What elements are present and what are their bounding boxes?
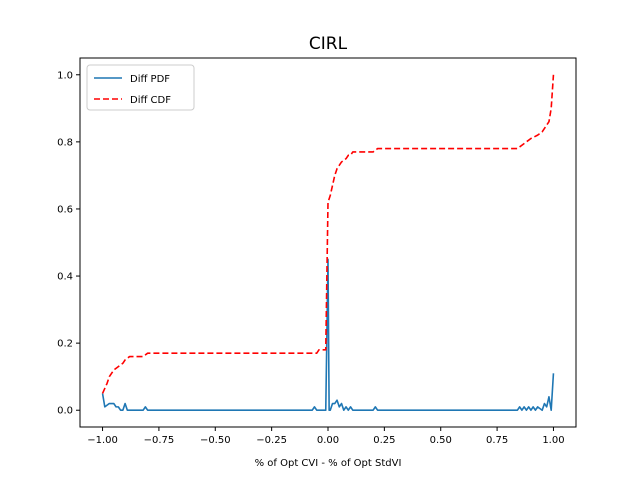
chart-title: CIRL xyxy=(309,34,348,54)
x-tick-label: −0.25 xyxy=(256,435,287,446)
legend-label: Diff PDF xyxy=(130,74,170,85)
x-tick-label: 0.00 xyxy=(317,435,339,446)
series-line-diff-cdf xyxy=(101,74,555,394)
x-tick-label: 0.50 xyxy=(430,435,452,446)
y-tick-label: 0.0 xyxy=(57,406,73,417)
y-axis: 0.0 0.2 0.4 0.6 0.8 1.0 xyxy=(57,70,80,417)
x-tick-label: 0.25 xyxy=(373,435,395,446)
y-tick-label: 0.6 xyxy=(57,204,73,215)
y-tick-label: 0.8 xyxy=(57,137,73,148)
x-axis: −1.00 −0.75 −0.50 −0.25 0.00 0.25 0.50 0.75 1.00 xyxy=(87,427,565,446)
plot-lines xyxy=(101,74,555,412)
y-tick-label: 1.0 xyxy=(57,70,73,81)
legend: Diff PDF Diff CDF xyxy=(86,64,195,111)
x-tick-label: 0.75 xyxy=(486,435,508,446)
x-tick-label: −0.50 xyxy=(200,435,231,446)
x-axis-label: % of Opt CVI - % of Opt StdVI xyxy=(255,458,402,469)
series-line-diff-pdf xyxy=(101,258,555,412)
y-tick-label: 0.2 xyxy=(57,339,73,350)
x-tick-label: −0.75 xyxy=(144,435,175,446)
y-tick-label: 0.4 xyxy=(57,272,73,283)
legend-label: Diff CDF xyxy=(130,95,171,106)
x-tick-label: −1.00 xyxy=(87,435,118,446)
x-tick-label: 1.00 xyxy=(542,435,564,446)
